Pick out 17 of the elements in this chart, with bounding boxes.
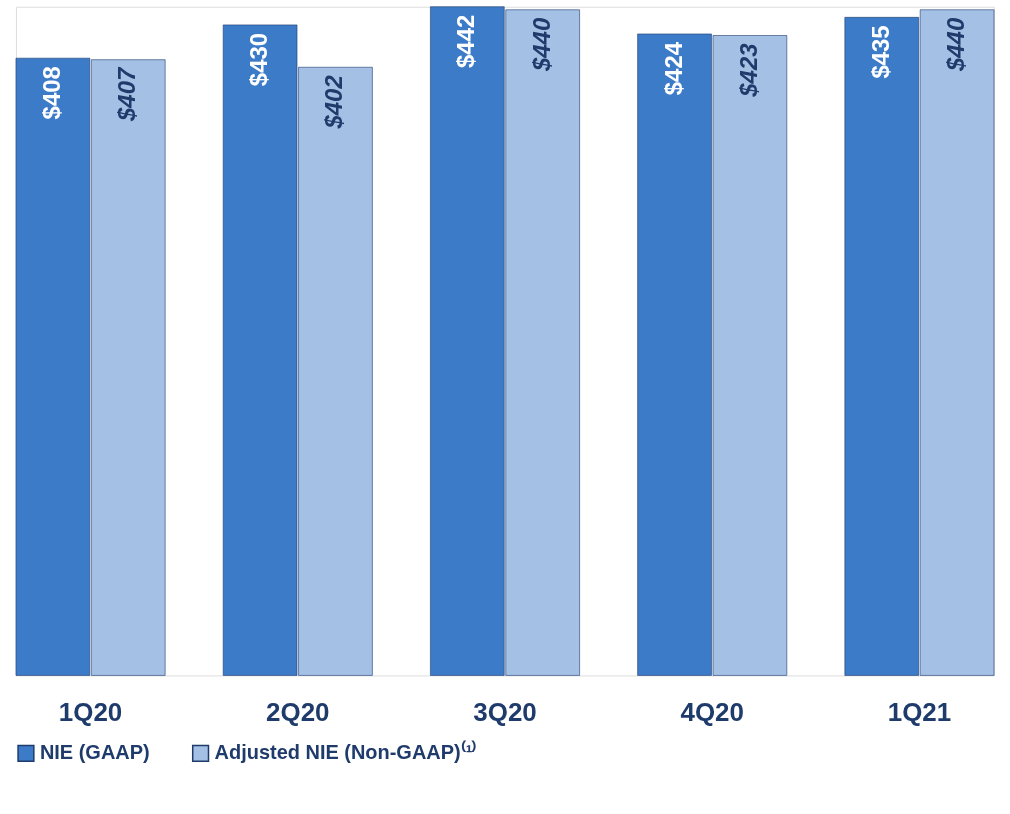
data-label: $440: [942, 17, 970, 73]
x-tick-label: 2Q20: [266, 697, 330, 726]
data-label: $424: [659, 41, 687, 96]
data-label: $435: [866, 25, 894, 79]
data-label: $408: [37, 66, 65, 120]
data-label: $407: [113, 66, 141, 122]
legend-label: NIE (GAAP): [39, 741, 150, 764]
legend-label: Adjusted NIE (Non-GAAP)⁽¹⁾: [214, 740, 478, 764]
data-label: $440: [527, 17, 555, 73]
x-tick-label: 1Q20: [58, 697, 123, 726]
data-label: $442: [452, 14, 480, 68]
data-label: $430: [245, 32, 273, 87]
data-label: $423: [734, 42, 762, 98]
x-tick-label: 1Q21: [887, 697, 952, 726]
x-tick-label: 3Q20: [473, 697, 537, 726]
data-label: $402: [320, 74, 348, 130]
x-tick-label: 4Q20: [680, 697, 744, 726]
